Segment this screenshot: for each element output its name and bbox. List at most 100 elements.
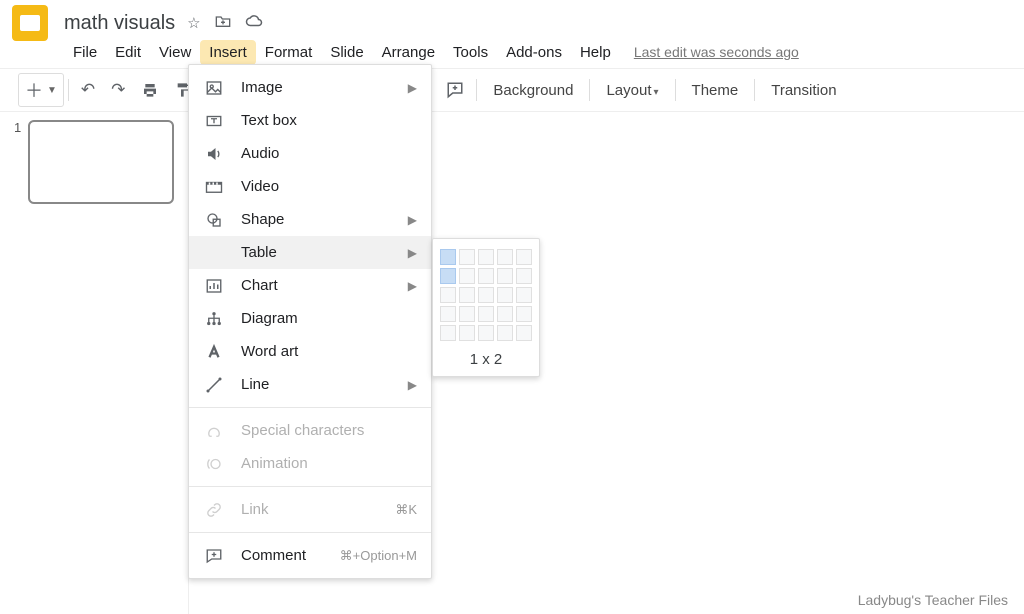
title-actions: ☆ bbox=[187, 14, 262, 32]
star-icon[interactable]: ☆ bbox=[187, 14, 200, 32]
menu-item-label: Animation bbox=[241, 455, 417, 472]
menu-item-label: Audio bbox=[241, 145, 417, 162]
table-grid-cell[interactable] bbox=[497, 287, 513, 303]
insert-audio[interactable]: Audio bbox=[189, 137, 431, 170]
table-grid-cell[interactable] bbox=[478, 306, 494, 322]
submenu-arrow-icon: ▶ bbox=[408, 279, 417, 293]
add-comment-button[interactable] bbox=[438, 77, 472, 103]
table-grid-cell[interactable] bbox=[478, 287, 494, 303]
shortcut-label: ⌘+Option+M bbox=[340, 548, 417, 564]
theme-button[interactable]: Theme bbox=[680, 82, 751, 99]
menu-item-label: Link bbox=[241, 501, 395, 518]
menu-add-ons[interactable]: Add-ons bbox=[497, 40, 571, 65]
menu-item-label: Image bbox=[241, 79, 408, 96]
insert-shape[interactable]: Shape▶ bbox=[189, 203, 431, 236]
table-grid-cell[interactable] bbox=[516, 268, 532, 284]
audio-icon bbox=[203, 143, 225, 165]
diagram-icon bbox=[203, 308, 225, 330]
menu-arrange[interactable]: Arrange bbox=[373, 40, 444, 65]
table-size-submenu: 1 x 2 bbox=[432, 238, 540, 377]
shape-icon bbox=[203, 209, 225, 231]
table-grid-cell[interactable] bbox=[459, 325, 475, 341]
table-grid-cell[interactable] bbox=[478, 249, 494, 265]
table-grid-cell[interactable] bbox=[516, 287, 532, 303]
insert-link: Link⌘K bbox=[189, 493, 431, 526]
title-bar: math visuals ☆ bbox=[0, 0, 1024, 38]
insert-chart[interactable]: Chart▶ bbox=[189, 269, 431, 302]
menubar: FileEditViewInsertFormatSlideArrangeTool… bbox=[0, 38, 1024, 66]
menu-item-label: Diagram bbox=[241, 310, 417, 327]
transition-button[interactable]: Transition bbox=[759, 82, 848, 99]
insert-word-art[interactable]: Word art bbox=[189, 335, 431, 368]
table-grid-cell[interactable] bbox=[478, 268, 494, 284]
table-icon bbox=[203, 242, 225, 264]
document-title[interactable]: math visuals bbox=[64, 12, 175, 35]
table-grid-cell[interactable] bbox=[459, 268, 475, 284]
insert-line[interactable]: Line▶ bbox=[189, 368, 431, 401]
layout-button[interactable]: Layout▾ bbox=[594, 82, 670, 99]
menu-item-label: Line bbox=[241, 376, 408, 393]
comment-icon bbox=[203, 545, 225, 567]
slide-thumbnail[interactable] bbox=[28, 120, 174, 204]
menu-item-label: Video bbox=[241, 178, 417, 195]
table-grid-cell[interactable] bbox=[440, 287, 456, 303]
redo-button[interactable]: ↷ bbox=[103, 76, 133, 104]
table-grid-cell[interactable] bbox=[497, 268, 513, 284]
chart-icon bbox=[203, 275, 225, 297]
edit-status[interactable]: Last edit was seconds ago bbox=[634, 44, 799, 60]
insert-diagram[interactable]: Diagram bbox=[189, 302, 431, 335]
anim-icon bbox=[203, 453, 225, 475]
table-grid-cell[interactable] bbox=[497, 249, 513, 265]
move-icon[interactable] bbox=[215, 14, 231, 32]
table-grid-cell[interactable] bbox=[497, 325, 513, 341]
menu-item-label: Special characters bbox=[241, 422, 417, 439]
thumbnail-number: 1 bbox=[14, 120, 22, 204]
menu-help[interactable]: Help bbox=[571, 40, 620, 65]
table-grid-cell[interactable] bbox=[497, 306, 513, 322]
table-size-grid[interactable] bbox=[441, 249, 531, 341]
insert-video[interactable]: Video bbox=[189, 170, 431, 203]
thumbnail-row[interactable]: 1 bbox=[14, 120, 174, 204]
menu-slide[interactable]: Slide bbox=[321, 40, 372, 65]
table-grid-cell[interactable] bbox=[440, 325, 456, 341]
cloud-icon[interactable] bbox=[245, 14, 263, 32]
insert-text-box[interactable]: Text box bbox=[189, 104, 431, 137]
watermark: Ladybug's Teacher Files bbox=[858, 592, 1008, 608]
insert-animation: Animation bbox=[189, 447, 431, 480]
table-grid-cell[interactable] bbox=[478, 325, 494, 341]
insert-image[interactable]: Image▶ bbox=[189, 71, 431, 104]
undo-button[interactable]: ↶ bbox=[73, 76, 103, 104]
table-grid-cell[interactable] bbox=[516, 325, 532, 341]
menu-item-label: Word art bbox=[241, 343, 417, 360]
menu-view[interactable]: View bbox=[150, 40, 200, 65]
menu-edit[interactable]: Edit bbox=[106, 40, 150, 65]
line-icon bbox=[203, 374, 225, 396]
table-grid-cell[interactable] bbox=[440, 268, 456, 284]
submenu-arrow-icon: ▶ bbox=[408, 378, 417, 392]
slide-thumbnails: 1 bbox=[0, 112, 188, 614]
table-grid-cell[interactable] bbox=[516, 306, 532, 322]
submenu-arrow-icon: ▶ bbox=[408, 246, 417, 260]
menu-insert[interactable]: Insert bbox=[200, 40, 256, 65]
app-logo[interactable] bbox=[12, 5, 48, 41]
insert-special-characters: Special characters bbox=[189, 414, 431, 447]
insert-comment[interactable]: Comment⌘+Option+M bbox=[189, 539, 431, 572]
toolbar: ＋▼ ↶ ↷ Background Layout▾ Theme Transiti… bbox=[0, 68, 1024, 112]
new-slide-button[interactable]: ＋▼ bbox=[18, 73, 64, 107]
print-button[interactable] bbox=[133, 78, 167, 102]
image-icon bbox=[203, 77, 225, 99]
table-grid-cell[interactable] bbox=[440, 249, 456, 265]
shortcut-label: ⌘K bbox=[395, 502, 417, 518]
table-grid-cell[interactable] bbox=[459, 287, 475, 303]
table-grid-cell[interactable] bbox=[459, 306, 475, 322]
table-grid-cell[interactable] bbox=[459, 249, 475, 265]
menu-tools[interactable]: Tools bbox=[444, 40, 497, 65]
menu-format[interactable]: Format bbox=[256, 40, 322, 65]
menu-item-label: Comment bbox=[241, 547, 340, 564]
menu-file[interactable]: File bbox=[64, 40, 106, 65]
textbox-icon bbox=[203, 110, 225, 132]
insert-table[interactable]: Table▶ bbox=[189, 236, 431, 269]
table-grid-cell[interactable] bbox=[516, 249, 532, 265]
background-button[interactable]: Background bbox=[481, 82, 585, 99]
table-grid-cell[interactable] bbox=[440, 306, 456, 322]
